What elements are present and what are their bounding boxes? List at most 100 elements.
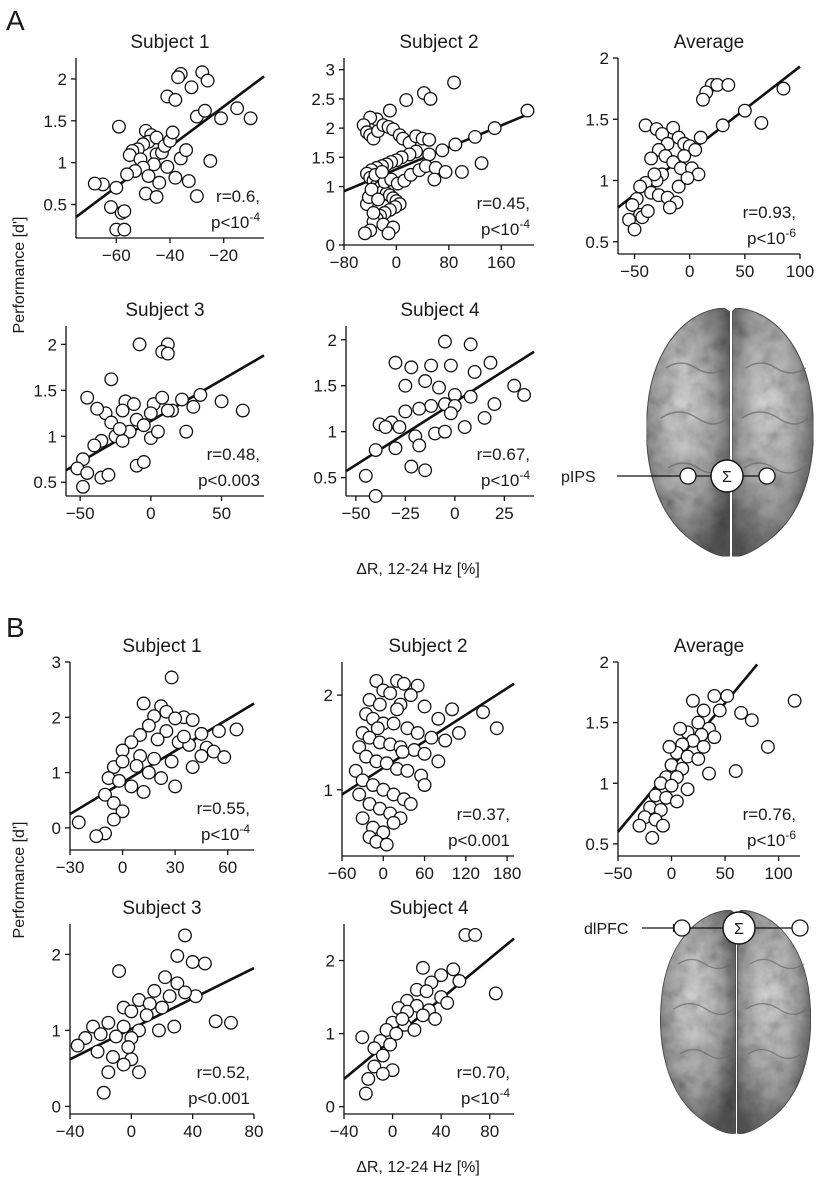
data-point xyxy=(181,174,196,189)
data-point xyxy=(109,180,124,195)
data-point xyxy=(487,121,502,136)
chart-b-subject-2: Subject 2 −60 0 60 120 180 1 2 r=0.37, p<0.001 xyxy=(324,636,522,883)
data-point xyxy=(170,976,185,991)
data-point xyxy=(160,159,175,174)
chart-title: Subject 1 xyxy=(122,636,201,657)
data-point xyxy=(431,754,446,769)
data-point xyxy=(488,986,503,1001)
data-point xyxy=(352,740,367,755)
x-tick-label: 60 xyxy=(218,858,237,877)
data-point xyxy=(103,200,118,214)
data-point xyxy=(115,754,130,769)
y-tick-label: 1.5 xyxy=(33,381,57,400)
data-point xyxy=(476,705,490,720)
data-point xyxy=(627,222,642,237)
data-point xyxy=(721,77,736,92)
chart-a-subject-4: Subject 4 −50 −25 0 25 0.5 1 1.5 2 r=0.67, p<10-4 xyxy=(313,300,535,523)
x-tick-label: −30 xyxy=(56,858,85,877)
data-point xyxy=(194,726,209,741)
data-point xyxy=(388,355,403,370)
data-point xyxy=(760,739,775,754)
data-point xyxy=(185,760,200,775)
stat-r: r=0.67, xyxy=(477,445,530,464)
chart-title: Subject 4 xyxy=(389,898,469,919)
y-tick-label: 1 xyxy=(324,781,333,800)
data-point xyxy=(170,948,185,963)
data-point xyxy=(175,392,189,407)
x-tick-label: 0 xyxy=(685,262,694,281)
stat-r: r=0.48, xyxy=(207,445,260,464)
data-point xyxy=(112,119,126,134)
data-point xyxy=(662,739,677,754)
y-tick-label: 2 xyxy=(600,49,609,68)
x-tick-label: −60 xyxy=(102,246,131,265)
y-tick-label: 1 xyxy=(326,178,335,197)
data-point xyxy=(443,358,458,373)
data-point xyxy=(415,1008,430,1023)
data-point xyxy=(422,132,437,147)
data-point xyxy=(419,984,434,999)
stat-r: r=0.37, xyxy=(457,805,510,824)
data-point xyxy=(151,1023,166,1038)
data-point xyxy=(422,147,437,162)
data-point xyxy=(728,764,743,779)
data-point xyxy=(424,358,439,373)
y-tick-label: 0.5 xyxy=(313,469,337,488)
data-point xyxy=(378,420,393,435)
data-point xyxy=(152,175,167,190)
data-point xyxy=(656,818,670,833)
data-point xyxy=(427,172,442,187)
data-point xyxy=(80,466,95,480)
data-point xyxy=(178,928,192,943)
data-point xyxy=(117,222,132,237)
data-point xyxy=(677,149,692,163)
data-point xyxy=(155,390,170,405)
x-tick-label: −40 xyxy=(330,1122,359,1141)
data-point xyxy=(124,1004,139,1019)
stat-r: r=0.6, xyxy=(216,187,260,206)
brain-image xyxy=(646,307,814,557)
data-point xyxy=(132,1065,146,1080)
data-point xyxy=(383,1037,398,1052)
data-point xyxy=(116,1019,131,1034)
data-point xyxy=(141,169,156,183)
y-tick-label: 1 xyxy=(52,764,61,783)
data-point xyxy=(443,406,458,421)
data-point xyxy=(400,763,415,778)
y-tick-label: 1 xyxy=(600,774,609,793)
chart-title: Subject 4 xyxy=(400,300,480,321)
stat-r: r=0.76, xyxy=(743,805,796,824)
stat-r: r=0.55, xyxy=(197,799,250,818)
data-point xyxy=(375,165,389,179)
data-point xyxy=(189,189,204,204)
stat-r: r=0.52, xyxy=(197,1063,250,1082)
data-point xyxy=(184,80,199,95)
y-tick-label: 2 xyxy=(326,952,335,971)
data-point xyxy=(112,964,127,979)
data-point xyxy=(382,103,397,118)
data-point xyxy=(126,397,141,412)
data-point xyxy=(520,103,535,118)
data-point xyxy=(389,1026,404,1041)
data-point xyxy=(369,673,384,688)
data-point xyxy=(136,455,151,469)
x-tick-label: 0 xyxy=(388,1122,397,1141)
data-point xyxy=(712,703,727,718)
data-point xyxy=(707,730,722,745)
data-point xyxy=(147,751,162,766)
panel-a: A Performance [d'] ΔR, 12-24 Hz [%] Subj… xyxy=(6,5,814,578)
x-tick-label: 30 xyxy=(166,858,185,877)
data-point xyxy=(124,735,139,750)
data-point xyxy=(423,91,438,106)
data-point xyxy=(447,75,462,90)
roi-node xyxy=(758,467,776,485)
stat-p: p<10-4 xyxy=(461,1086,510,1108)
chart-b-average: Average −50 0 50 100 0.5 1 1.5 2 r=0.76, p<10-6 xyxy=(585,636,802,883)
x-tick-label: 0 xyxy=(667,864,676,883)
data-point xyxy=(80,390,95,405)
y-tick-label: 1.5 xyxy=(585,714,609,733)
data-point xyxy=(669,794,684,809)
chart-title: Subject 2 xyxy=(388,636,467,657)
region-label: dlPFC xyxy=(584,921,628,938)
y-tick-label: 0.5 xyxy=(585,835,609,854)
